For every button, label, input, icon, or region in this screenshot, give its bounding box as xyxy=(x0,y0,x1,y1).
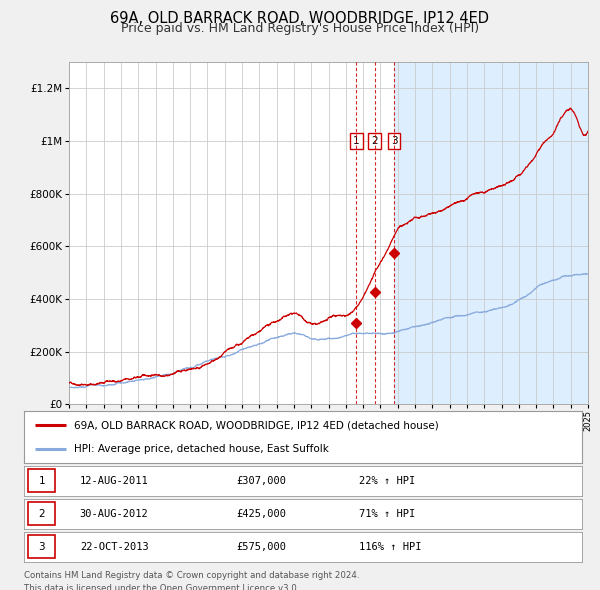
Text: 1: 1 xyxy=(38,476,45,486)
Text: 71% ↑ HPI: 71% ↑ HPI xyxy=(359,509,415,519)
Text: 116% ↑ HPI: 116% ↑ HPI xyxy=(359,542,421,552)
Text: 30-AUG-2012: 30-AUG-2012 xyxy=(80,509,149,519)
Text: This data is licensed under the Open Government Licence v3.0.: This data is licensed under the Open Gov… xyxy=(24,584,299,590)
Text: 3: 3 xyxy=(391,136,398,146)
Text: 2: 2 xyxy=(371,136,378,146)
FancyBboxPatch shape xyxy=(28,470,55,492)
Text: 22-OCT-2013: 22-OCT-2013 xyxy=(80,542,149,552)
Text: £307,000: £307,000 xyxy=(236,476,286,486)
Text: 22% ↑ HPI: 22% ↑ HPI xyxy=(359,476,415,486)
Text: HPI: Average price, detached house, East Suffolk: HPI: Average price, detached house, East… xyxy=(74,444,329,454)
Text: 1: 1 xyxy=(353,136,359,146)
Text: Price paid vs. HM Land Registry's House Price Index (HPI): Price paid vs. HM Land Registry's House … xyxy=(121,22,479,35)
Text: £425,000: £425,000 xyxy=(236,509,286,519)
Text: 3: 3 xyxy=(38,542,45,552)
Text: Contains HM Land Registry data © Crown copyright and database right 2024.: Contains HM Land Registry data © Crown c… xyxy=(24,571,359,579)
Text: 69A, OLD BARRACK ROAD, WOODBRIDGE, IP12 4ED (detached house): 69A, OLD BARRACK ROAD, WOODBRIDGE, IP12 … xyxy=(74,420,439,430)
Text: 2: 2 xyxy=(38,509,45,519)
Bar xyxy=(394,62,588,404)
FancyBboxPatch shape xyxy=(28,502,55,526)
FancyBboxPatch shape xyxy=(28,536,55,558)
Text: 12-AUG-2011: 12-AUG-2011 xyxy=(80,476,149,486)
Text: £575,000: £575,000 xyxy=(236,542,286,552)
Text: 69A, OLD BARRACK ROAD, WOODBRIDGE, IP12 4ED: 69A, OLD BARRACK ROAD, WOODBRIDGE, IP12 … xyxy=(110,11,490,25)
